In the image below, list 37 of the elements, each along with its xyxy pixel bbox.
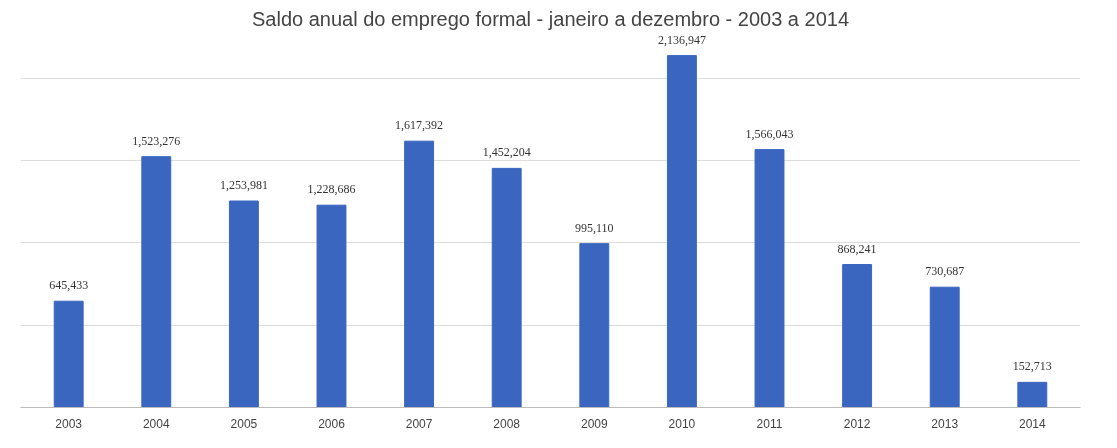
x-tick-label: 2004 bbox=[142, 416, 170, 431]
bar bbox=[491, 167, 522, 408]
data-label: 1,228,686 bbox=[307, 182, 356, 197]
x-tick-label: 2003 bbox=[55, 416, 83, 431]
x-tick-label: 2014 bbox=[1018, 416, 1046, 431]
bar bbox=[929, 286, 960, 408]
x-tick-label: 2010 bbox=[668, 416, 696, 431]
bar bbox=[666, 55, 697, 408]
data-label: 730,687 bbox=[925, 264, 965, 279]
bar bbox=[579, 243, 610, 408]
x-tick-label: 2011 bbox=[756, 416, 783, 431]
bar bbox=[754, 149, 785, 408]
data-label: 1,617,392 bbox=[395, 118, 444, 133]
chart-title: Saldo anual do emprego formal - janeiro a dezembro - 2003 a 2014 bbox=[251, 7, 850, 30]
x-tick-label: 2013 bbox=[931, 416, 959, 431]
x-tick-label: 2006 bbox=[318, 416, 346, 431]
bar bbox=[141, 156, 172, 408]
data-label: 2,136,947 bbox=[657, 32, 706, 47]
data-label: 645,433 bbox=[49, 278, 89, 293]
x-tick-label: 2012 bbox=[843, 416, 871, 431]
data-label: 152,713 bbox=[1012, 359, 1052, 374]
bar bbox=[842, 264, 873, 408]
x-tick-label: 2009 bbox=[580, 416, 608, 431]
bar bbox=[1017, 381, 1048, 408]
x-tick-label: 2005 bbox=[230, 416, 258, 431]
x-tick-label: 2008 bbox=[493, 416, 521, 431]
data-label: 1,523,276 bbox=[132, 133, 181, 148]
data-label: 995,110 bbox=[575, 220, 614, 235]
data-label: 1,566,043 bbox=[745, 126, 794, 141]
data-label: 868,241 bbox=[837, 241, 877, 256]
bar bbox=[53, 300, 84, 408]
x-tick-label: 2007 bbox=[405, 416, 433, 431]
data-label: 1,452,204 bbox=[482, 145, 531, 160]
bar bbox=[404, 140, 435, 408]
bar bbox=[316, 204, 347, 408]
data-label: 1,253,981 bbox=[219, 178, 268, 193]
bar bbox=[228, 200, 259, 408]
